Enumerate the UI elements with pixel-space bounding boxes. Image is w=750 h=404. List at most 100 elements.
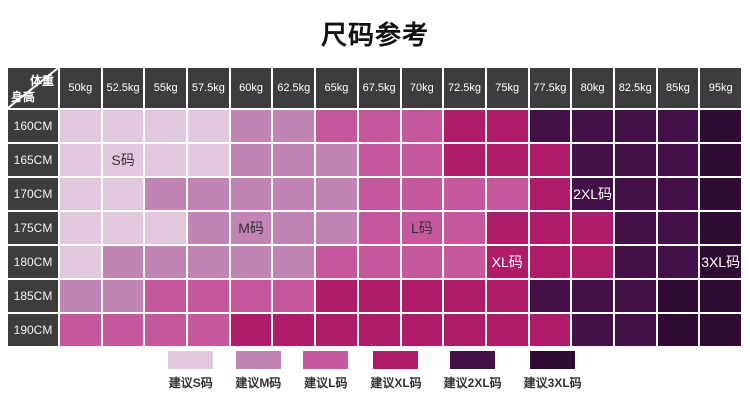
height-header: 160CM bbox=[8, 110, 58, 142]
size-cell-175CM-72.5kg bbox=[444, 212, 485, 244]
size-table: 体重 身高 50kg 52.5kg 55kg 57.5kg 60kg 62.5kg 65kg… bbox=[8, 68, 741, 346]
size-cell-180CM-65kg bbox=[316, 246, 357, 278]
size-cell-180CM-80kg bbox=[572, 246, 613, 278]
size-cell-170CM-62.5kg bbox=[273, 178, 315, 210]
height-header: 185CM bbox=[8, 280, 58, 312]
legend-item-L: 建议L码 bbox=[303, 351, 349, 391]
size-cell-165CM-55kg bbox=[145, 144, 187, 176]
size-cell-175CM-57.5kg bbox=[188, 212, 229, 244]
size-cell-185CM-80kg bbox=[572, 280, 613, 312]
size-cell-185CM-67.5kg bbox=[358, 280, 400, 312]
weight-header: 60kg bbox=[230, 68, 272, 108]
size-cell-175CM-65kg bbox=[316, 212, 357, 244]
size-cell-185CM-50kg bbox=[60, 280, 101, 312]
size-cell-170CM-65kg bbox=[316, 178, 357, 210]
size-cell-165CM-85kg bbox=[657, 144, 699, 176]
size-cell-175CM-95kg bbox=[700, 212, 741, 244]
size-cell-190CM-57.5kg bbox=[188, 314, 229, 346]
size-cell-185CM-60kg bbox=[230, 280, 272, 312]
size-cell-175CM-82.5kg bbox=[614, 212, 656, 244]
size-cell-165CM-77.5kg bbox=[529, 144, 571, 176]
size-cell-190CM-85kg bbox=[657, 314, 699, 346]
size-cell-180CM-50kg bbox=[60, 246, 101, 278]
size-cell-160CM-70kg bbox=[401, 110, 443, 142]
size-cell-175CM-60kg: M码 bbox=[230, 212, 272, 244]
legend-swatch-L bbox=[303, 351, 349, 369]
weight-header: 95kg bbox=[700, 68, 741, 108]
size-cell-165CM-75kg bbox=[486, 144, 528, 176]
size-cell-160CM-77.5kg bbox=[529, 110, 571, 142]
size-cell-170CM-70kg bbox=[401, 178, 443, 210]
size-cell-180CM-72.5kg bbox=[444, 246, 485, 278]
size-cell-165CM-82.5kg bbox=[614, 144, 656, 176]
size-cell-175CM-55kg bbox=[145, 212, 187, 244]
size-cell-170CM-55kg bbox=[145, 178, 187, 210]
size-cell-165CM-67.5kg bbox=[358, 144, 400, 176]
weight-header: 75kg bbox=[486, 68, 528, 108]
size-cell-180CM-62.5kg bbox=[273, 246, 315, 278]
size-cell-175CM-85kg bbox=[657, 212, 699, 244]
legend-swatch-XL bbox=[373, 351, 419, 369]
size-cell-180CM-95kg: 3XL码 bbox=[700, 246, 741, 278]
height-header: 175CM bbox=[8, 212, 58, 244]
size-cell-190CM-52.5kg bbox=[102, 314, 144, 346]
size-cell-180CM-75kg: XL码 bbox=[486, 246, 528, 278]
size-cell-185CM-70kg bbox=[401, 280, 443, 312]
legend-item-S: 建议S码 bbox=[168, 351, 214, 391]
size-cell-175CM-77.5kg bbox=[529, 212, 571, 244]
size-cell-190CM-75kg bbox=[486, 314, 528, 346]
legend-item-M: 建议M码 bbox=[235, 351, 281, 391]
size-cell-180CM-60kg bbox=[230, 246, 272, 278]
legend-label-S: 建议S码 bbox=[168, 376, 213, 390]
size-cell-175CM-52.5kg bbox=[102, 212, 144, 244]
weight-header: 52.5kg bbox=[102, 68, 144, 108]
size-cell-160CM-52.5kg bbox=[102, 110, 144, 142]
size-cell-175CM-62.5kg bbox=[273, 212, 315, 244]
weight-header: 80kg bbox=[572, 68, 613, 108]
size-cell-185CM-52.5kg bbox=[102, 280, 144, 312]
size-cell-160CM-62.5kg bbox=[273, 110, 315, 142]
size-cell-190CM-62.5kg bbox=[273, 314, 315, 346]
axis-corner-cell: 体重 身高 bbox=[8, 68, 58, 108]
size-cell-160CM-72.5kg bbox=[444, 110, 485, 142]
legend-swatch-2XL bbox=[450, 351, 496, 369]
size-cell-185CM-62.5kg bbox=[273, 280, 315, 312]
size-cell-185CM-57.5kg bbox=[188, 280, 229, 312]
size-cell-170CM-57.5kg bbox=[188, 178, 229, 210]
size-cell-160CM-80kg bbox=[572, 110, 613, 142]
size-cell-170CM-75kg bbox=[486, 178, 528, 210]
weight-header: 77.5kg bbox=[529, 68, 571, 108]
legend-swatch-M bbox=[235, 351, 281, 369]
size-cell-165CM-72.5kg bbox=[444, 144, 485, 176]
weight-header: 62.5kg bbox=[273, 68, 315, 108]
size-cell-175CM-70kg: L码 bbox=[401, 212, 443, 244]
size-cell-190CM-50kg bbox=[60, 314, 101, 346]
size-cell-180CM-77.5kg bbox=[529, 246, 571, 278]
size-cell-160CM-65kg bbox=[316, 110, 357, 142]
size-cell-165CM-70kg bbox=[401, 144, 443, 176]
size-cell-160CM-75kg bbox=[486, 110, 528, 142]
size-cell-170CM-72.5kg bbox=[444, 178, 485, 210]
weight-header: 85kg bbox=[657, 68, 699, 108]
size-cell-185CM-65kg bbox=[316, 280, 357, 312]
size-cell-185CM-55kg bbox=[145, 280, 187, 312]
size-cell-165CM-62.5kg bbox=[273, 144, 315, 176]
weight-header: 57.5kg bbox=[188, 68, 229, 108]
legend-swatch-3XL bbox=[530, 351, 576, 369]
size-cell-190CM-77.5kg bbox=[529, 314, 571, 346]
size-cell-190CM-80kg bbox=[572, 314, 613, 346]
weight-header: 82.5kg bbox=[614, 68, 656, 108]
size-cell-160CM-55kg bbox=[145, 110, 187, 142]
size-cell-165CM-80kg bbox=[572, 144, 613, 176]
size-cell-185CM-77.5kg bbox=[529, 280, 571, 312]
size-cell-165CM-95kg bbox=[700, 144, 741, 176]
size-cell-170CM-80kg: 2XL码 bbox=[572, 178, 613, 210]
legend-label-3XL: 建议3XL码 bbox=[523, 376, 582, 390]
page-title: 尺码参考 bbox=[320, 20, 429, 50]
size-cell-175CM-75kg bbox=[486, 212, 528, 244]
size-cell-165CM-65kg bbox=[316, 144, 357, 176]
size-cell-190CM-55kg bbox=[145, 314, 187, 346]
size-cell-190CM-95kg bbox=[700, 314, 741, 346]
legend-item-3XL: 建议3XL码 bbox=[524, 351, 582, 391]
